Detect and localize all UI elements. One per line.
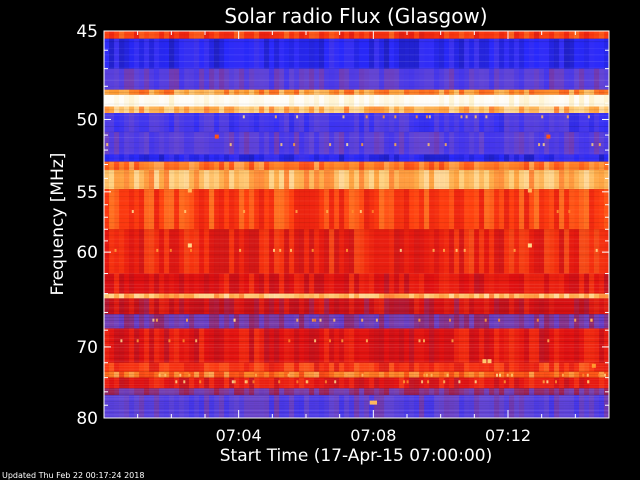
frequency-band: [104, 395, 610, 418]
updated-timestamp: Updated Thu Feb 22 00:17:24 2018: [2, 471, 144, 480]
y-tick-label: 60: [76, 243, 98, 263]
frequency-band: [104, 38, 610, 69]
frequency-band: [104, 131, 610, 155]
x-axis: 07:04 07:08 07:12: [137, 31, 576, 445]
frequency-band: [104, 154, 610, 162]
y-tick-label: 70: [76, 338, 98, 358]
frequency-band: [104, 293, 610, 299]
frequency-band: [104, 362, 610, 372]
x-tick-label: 07:12: [485, 426, 531, 445]
y-tick-label: 50: [76, 110, 98, 130]
frequency-band: [104, 229, 610, 274]
frequency-band: [104, 273, 610, 294]
y-tick-label: 80: [76, 409, 98, 429]
frequency-band: [104, 388, 610, 396]
frequency-band: [104, 328, 610, 363]
frequency-striations: [104, 34, 609, 418]
frequency-band: [104, 170, 610, 190]
x-tick-label: 07:04: [216, 426, 262, 445]
y-tick-label: 55: [76, 183, 98, 203]
burst-spots: [106, 115, 606, 405]
frequency-band: [104, 68, 610, 90]
frequency-band: [104, 161, 610, 171]
frequency-band: [104, 113, 610, 132]
plot-frame: [103, 30, 610, 419]
y-axis-label: Frequency [MHz]: [48, 153, 68, 296]
frequency-band: [104, 314, 610, 329]
frequency-band: [104, 31, 610, 39]
chart-title: Solar radio Flux (Glasgow): [224, 4, 487, 28]
heatmap-plot-area: [103, 30, 610, 419]
frequency-band: [104, 298, 610, 315]
frequency-band: [104, 94, 610, 107]
y-tick-label: 45: [76, 22, 98, 42]
frequency-band: [104, 89, 610, 95]
frequency-band: [104, 189, 610, 230]
x-tick-label: 07:08: [350, 426, 396, 445]
y-axis: 45 50 55 60 70 80: [76, 22, 609, 429]
x-axis-label: Start Time (17-Apr-15 07:00:00): [220, 446, 492, 466]
frequency-band: [104, 106, 610, 114]
